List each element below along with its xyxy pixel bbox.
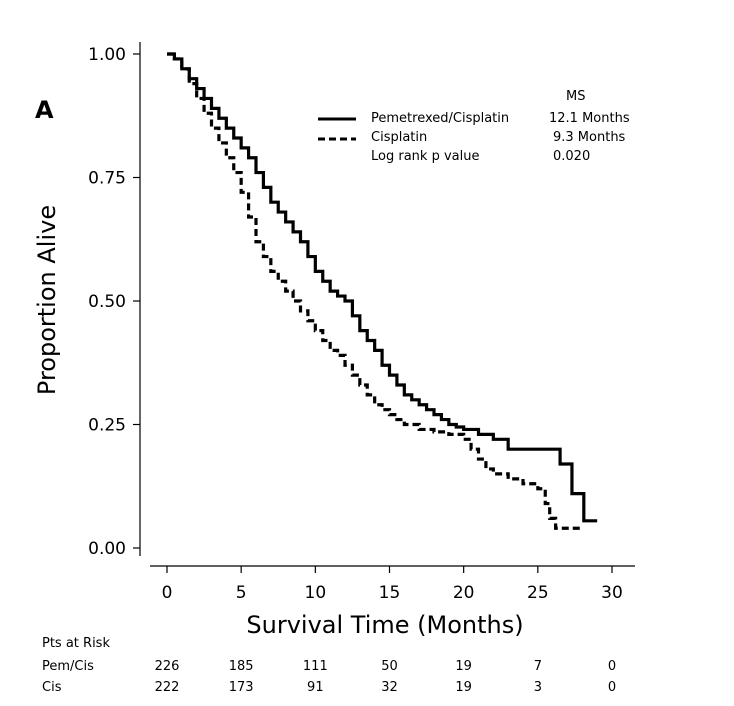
legend-label-cisplatin: Cisplatin <box>371 130 427 145</box>
y-tick-label: 0.00 <box>88 539 126 559</box>
legend-label-pemetrexed: Pemetrexed/Cisplatin <box>371 111 509 126</box>
y-tick-label: 0.75 <box>88 169 126 189</box>
x-tick-label: 30 <box>601 583 623 603</box>
legend-value-cisplatin: 9.3 Months <box>553 130 626 145</box>
y-axis-label: Proportion Alive <box>33 205 61 395</box>
x-tick-label: 15 <box>379 583 401 603</box>
risk-table: Pts at Risk Pem/Cis Cis 226 185 111 50 19 7 02… <box>42 636 616 695</box>
risk-value: 222 <box>155 680 180 695</box>
legend-label-logrank: Log rank p value <box>371 149 479 164</box>
x-tick-label: 20 <box>453 583 475 603</box>
legend-value-logrank: 0.020 <box>553 149 590 164</box>
x-axis-label: Survival Time (Months) <box>246 611 523 639</box>
risk-value: 19 <box>455 680 472 695</box>
panel-label: A <box>35 96 54 124</box>
risk-value: 0 <box>608 680 616 695</box>
x-axis-ticks: 0 5 10 15 20 25 30 <box>162 566 623 603</box>
legend: MS Pemetrexed/Cisplatin 12.1 Months Cisp… <box>318 89 630 164</box>
x-tick-label: 25 <box>527 583 549 603</box>
risk-value: 0 <box>608 659 616 674</box>
risk-value: 32 <box>381 680 398 695</box>
pemetrexed-cisplatin-survival-curve <box>167 52 598 523</box>
risk-value: 173 <box>229 680 254 695</box>
cisplatin-survival-curve <box>167 52 583 530</box>
y-axis-ticks: 0.00 0.25 0.50 0.75 1.00 <box>88 45 140 559</box>
risk-row-label-cis: Cis <box>42 680 62 695</box>
risk-values: 226 185 111 50 19 7 0 222 173 91 32 19 3 0 <box>155 659 617 695</box>
y-tick-label: 0.50 <box>88 292 126 312</box>
risk-table-title: Pts at Risk <box>42 636 110 651</box>
x-tick-label: 10 <box>305 583 327 603</box>
risk-value: 7 <box>534 659 542 674</box>
risk-value: 91 <box>307 680 324 695</box>
legend-header: MS <box>566 89 585 104</box>
risk-value: 19 <box>455 659 472 674</box>
risk-value: 111 <box>303 659 328 674</box>
risk-value: 3 <box>534 680 542 695</box>
y-tick-label: 0.25 <box>88 416 126 436</box>
risk-value: 50 <box>381 659 398 674</box>
y-tick-label: 1.00 <box>88 45 126 65</box>
risk-value: 185 <box>229 659 254 674</box>
x-tick-label: 5 <box>236 583 247 603</box>
risk-row-label-pem: Pem/Cis <box>42 659 94 674</box>
x-tick-label: 0 <box>162 583 173 603</box>
legend-value-pemetrexed: 12.1 Months <box>549 111 630 126</box>
series-layer <box>167 52 598 530</box>
risk-value: 226 <box>155 659 180 674</box>
